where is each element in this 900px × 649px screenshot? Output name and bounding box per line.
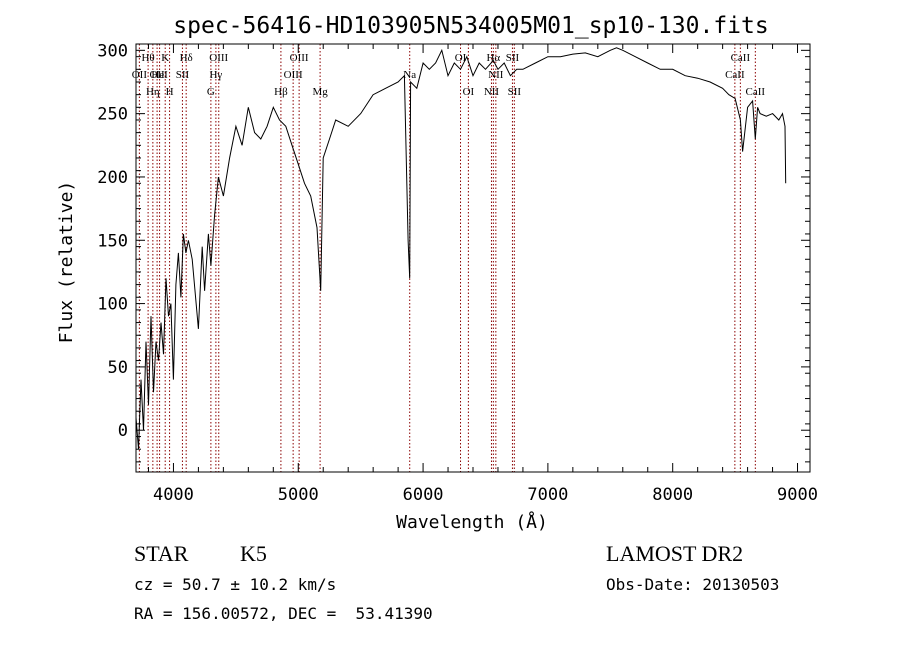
line-marker-label-1: Hθ [141,52,154,64]
line-marker-label-15: Mg [312,86,328,98]
survey-name: LAMOST DR2 [606,541,744,566]
line-marker-label-8: Hδ [180,52,193,64]
observation-date: Obs-Date: 20130503 [606,575,780,594]
object-subclass: K5 [240,541,267,566]
line-markers-group [138,44,756,472]
line-marker-label-0: OII [132,69,148,81]
line-marker-label-24: CaII [725,69,745,81]
line-marker-label-12: Hβ [274,86,288,98]
line-marker-label-5: K [161,52,169,64]
line-marker-label-4: HeI [151,69,168,81]
y-tick-label-250: 250 [97,105,128,125]
line-marker-label-18: OI [463,86,475,98]
x-tick-label-9000: 9000 [777,485,818,505]
line-marker-label-14: OIII [290,52,309,64]
line-marker-label-9: G [207,86,215,98]
y-tick-label-50: 50 [108,358,128,378]
line-marker-label-21: NII [488,69,504,81]
x-axis-label: Wavelength (Å) [396,511,548,533]
line-marker-label-13: OIII [284,69,303,81]
line-marker-label-20: Hα [486,52,500,64]
y-axis-ticks: 0 50 100 150 200 250 300 [97,41,810,463]
line-marker-label-3: OII [149,69,165,81]
y-tick-label-100: 100 [97,295,128,315]
line-marker-labels-group: OIIHθHηOIIHeIKHSIIHδGHγOIIIHβOIIIOIIIMgN… [132,52,766,98]
line-marker-label-7: SII [176,69,190,81]
object-class: STAR [134,541,189,566]
line-marker-label-25: CaII [731,52,751,64]
line-marker-label-2: Hη [146,86,160,98]
line-marker-label-10: Hγ [209,69,222,81]
x-tick-label-4000: 4000 [153,485,194,505]
x-tick-label-7000: 7000 [527,485,568,505]
line-marker-label-26: CaII [746,86,766,98]
line-marker-label-16: Na [403,69,416,81]
x-tick-label-8000: 8000 [652,485,693,505]
redshift-info: cz = 50.7 ± 10.2 km/s [134,575,337,594]
x-axis-ticks: 4000 5000 6000 7000 8000 9000 [147,44,818,505]
line-marker-label-22: SII [506,52,520,64]
y-axis-label: Flux (relative) [56,181,77,344]
chart-title: spec-56416-HD103905N534005M01_sp10-130.f… [173,13,768,39]
coordinates-info: RA = 156.00572, DEC = 53.41390 [134,604,433,623]
x-tick-label-5000: 5000 [278,485,319,505]
y-tick-label-300: 300 [97,41,128,61]
plot-frame [135,43,811,473]
line-marker-label-23: SII [508,86,522,98]
line-marker-label-17: OI [455,52,467,64]
line-marker-label-19: NII [484,86,500,98]
spectrum-line [135,47,787,450]
y-tick-label-200: 200 [97,168,128,188]
y-tick-label-150: 150 [97,231,128,251]
line-marker-label-11: OIII [209,52,228,64]
y-tick-label-0: 0 [118,421,128,441]
x-tick-label-6000: 6000 [403,485,444,505]
line-marker-label-6: H [166,86,174,98]
